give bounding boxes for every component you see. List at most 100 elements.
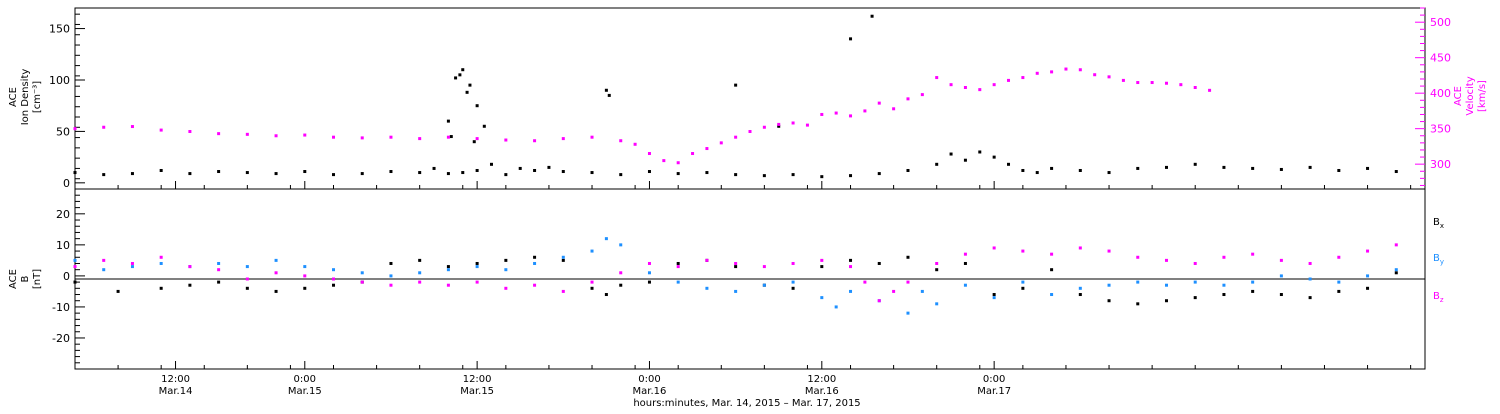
b-data-point-bz — [274, 271, 278, 275]
plasma-data-point — [245, 171, 249, 175]
b-data-point-by — [561, 255, 565, 259]
plasma-data-point — [1064, 67, 1068, 71]
plasma-data-point — [1107, 75, 1111, 79]
b-data-point-bx — [1078, 293, 1082, 297]
plasma-data-point — [1222, 165, 1226, 169]
b-data-point-bz — [245, 277, 249, 281]
b-data-point-by — [418, 271, 422, 275]
b-data-point-bz — [820, 258, 824, 262]
b-data-point-bz — [561, 289, 565, 293]
plasma-data-point — [734, 83, 738, 87]
b-data-point-bz — [73, 265, 77, 269]
b-data-point-bx — [1136, 302, 1140, 306]
b-data-point-by — [73, 258, 77, 262]
plasma-data-point — [461, 171, 465, 175]
b-data-point-bz — [475, 280, 479, 284]
plasma-data-point — [607, 93, 611, 97]
plasma-data-point — [217, 170, 221, 174]
plasma-data-point — [1078, 68, 1082, 72]
b-data-point-bz — [849, 265, 853, 269]
plasma-data-point — [102, 173, 106, 177]
b-data-point-by — [705, 286, 709, 290]
plasma-data-point — [791, 173, 795, 177]
plasma-data-point — [705, 147, 709, 151]
time-axis-ticks: 12:00Mar.140:00Mar.1512:00Mar.150:00Mar.… — [74, 181, 1412, 397]
plasma-data-point — [332, 135, 336, 139]
time-tick-date-label: Mar.14 — [159, 386, 193, 397]
b-data-point-bx — [1222, 293, 1226, 297]
b-data-point-by — [245, 265, 249, 269]
b-data-point-by — [1251, 280, 1255, 284]
plasma-data-point — [647, 152, 651, 156]
plasma-data-points — [73, 14, 1398, 179]
b-data-point-bz — [590, 280, 594, 284]
plasma-data-point — [633, 142, 637, 146]
plasma-data-point — [1179, 83, 1183, 87]
b-data-point-bx — [116, 289, 120, 293]
b-data-point-bz — [676, 265, 680, 269]
b-data-point-bz — [1308, 261, 1312, 265]
velocity-label-line2: Velocity — [1465, 76, 1476, 115]
b-data-point-by — [1308, 277, 1312, 281]
b-data-point-bx — [446, 265, 450, 269]
plasma-data-point — [963, 158, 967, 162]
b-data-point-bz — [791, 261, 795, 265]
b-data-point-bz — [332, 277, 336, 281]
legend-bz: Bz — [1433, 291, 1444, 304]
plasma-data-point — [188, 172, 192, 176]
plasma-data-point — [619, 139, 623, 143]
velocity-tick-label: 500 — [1430, 16, 1451, 29]
plasma-data-point — [1050, 70, 1054, 74]
b-label-line2: B — [20, 275, 31, 282]
b-data-point-by — [446, 268, 450, 272]
b-data-point-by — [963, 283, 967, 287]
plasma-data-point — [949, 83, 953, 87]
time-tick-label: 12:00 — [807, 374, 836, 385]
b-data-point-bz — [303, 274, 307, 278]
b-data-point-bx — [1337, 289, 1341, 293]
plasma-data-point — [482, 124, 486, 128]
velocity-label-line1: ACE — [1453, 86, 1464, 106]
b-data-point-bz — [130, 261, 134, 265]
plasma-data-point — [1308, 165, 1312, 169]
plasma-data-point — [446, 135, 450, 139]
b-data-point-bz — [188, 265, 192, 269]
b-tick-label: 20 — [56, 208, 70, 221]
b-label-line1: ACE — [8, 269, 19, 289]
b-data-point-bz — [1222, 255, 1226, 259]
b-data-point-bx — [647, 280, 651, 284]
b-data-point-bz — [647, 261, 651, 265]
plasma-data-point — [489, 162, 493, 166]
b-data-point-by — [647, 271, 651, 275]
plasma-data-point — [906, 168, 910, 172]
plasma-data-point — [461, 68, 465, 72]
b-data-point-by — [1193, 280, 1197, 284]
plasma-data-point — [1164, 81, 1168, 85]
b-data-point-bz — [1136, 255, 1140, 259]
plasma-data-point — [820, 112, 824, 116]
plasma-data-point — [1035, 171, 1039, 175]
plasma-data-point — [805, 123, 809, 127]
plasma-data-point — [1121, 78, 1125, 82]
b-data-point-bx — [73, 280, 77, 284]
b-data-point-by — [475, 265, 479, 269]
b-data-point-bz — [1251, 252, 1255, 256]
b-data-point-bz — [360, 280, 364, 284]
plasma-data-point — [935, 162, 939, 166]
plasma-data-point — [130, 172, 134, 176]
b-data-point-bz — [892, 289, 896, 293]
plasma-data-point — [1035, 71, 1039, 75]
b-data-point-by — [1078, 286, 1082, 290]
plasma-data-point — [360, 172, 364, 176]
b-data-point-by — [1366, 274, 1370, 278]
plasma-data-point — [719, 141, 723, 145]
b-data-point-by — [734, 289, 738, 293]
b-data-point-bx — [217, 280, 221, 284]
b-data-point-by — [332, 268, 336, 272]
b-data-point-bz — [446, 283, 450, 287]
plasma-data-point — [561, 170, 565, 174]
time-tick-label: 12:00 — [463, 374, 492, 385]
time-tick-label: 12:00 — [161, 374, 190, 385]
plasma-data-point — [762, 125, 766, 129]
velocity-tick-label: 350 — [1430, 123, 1451, 136]
